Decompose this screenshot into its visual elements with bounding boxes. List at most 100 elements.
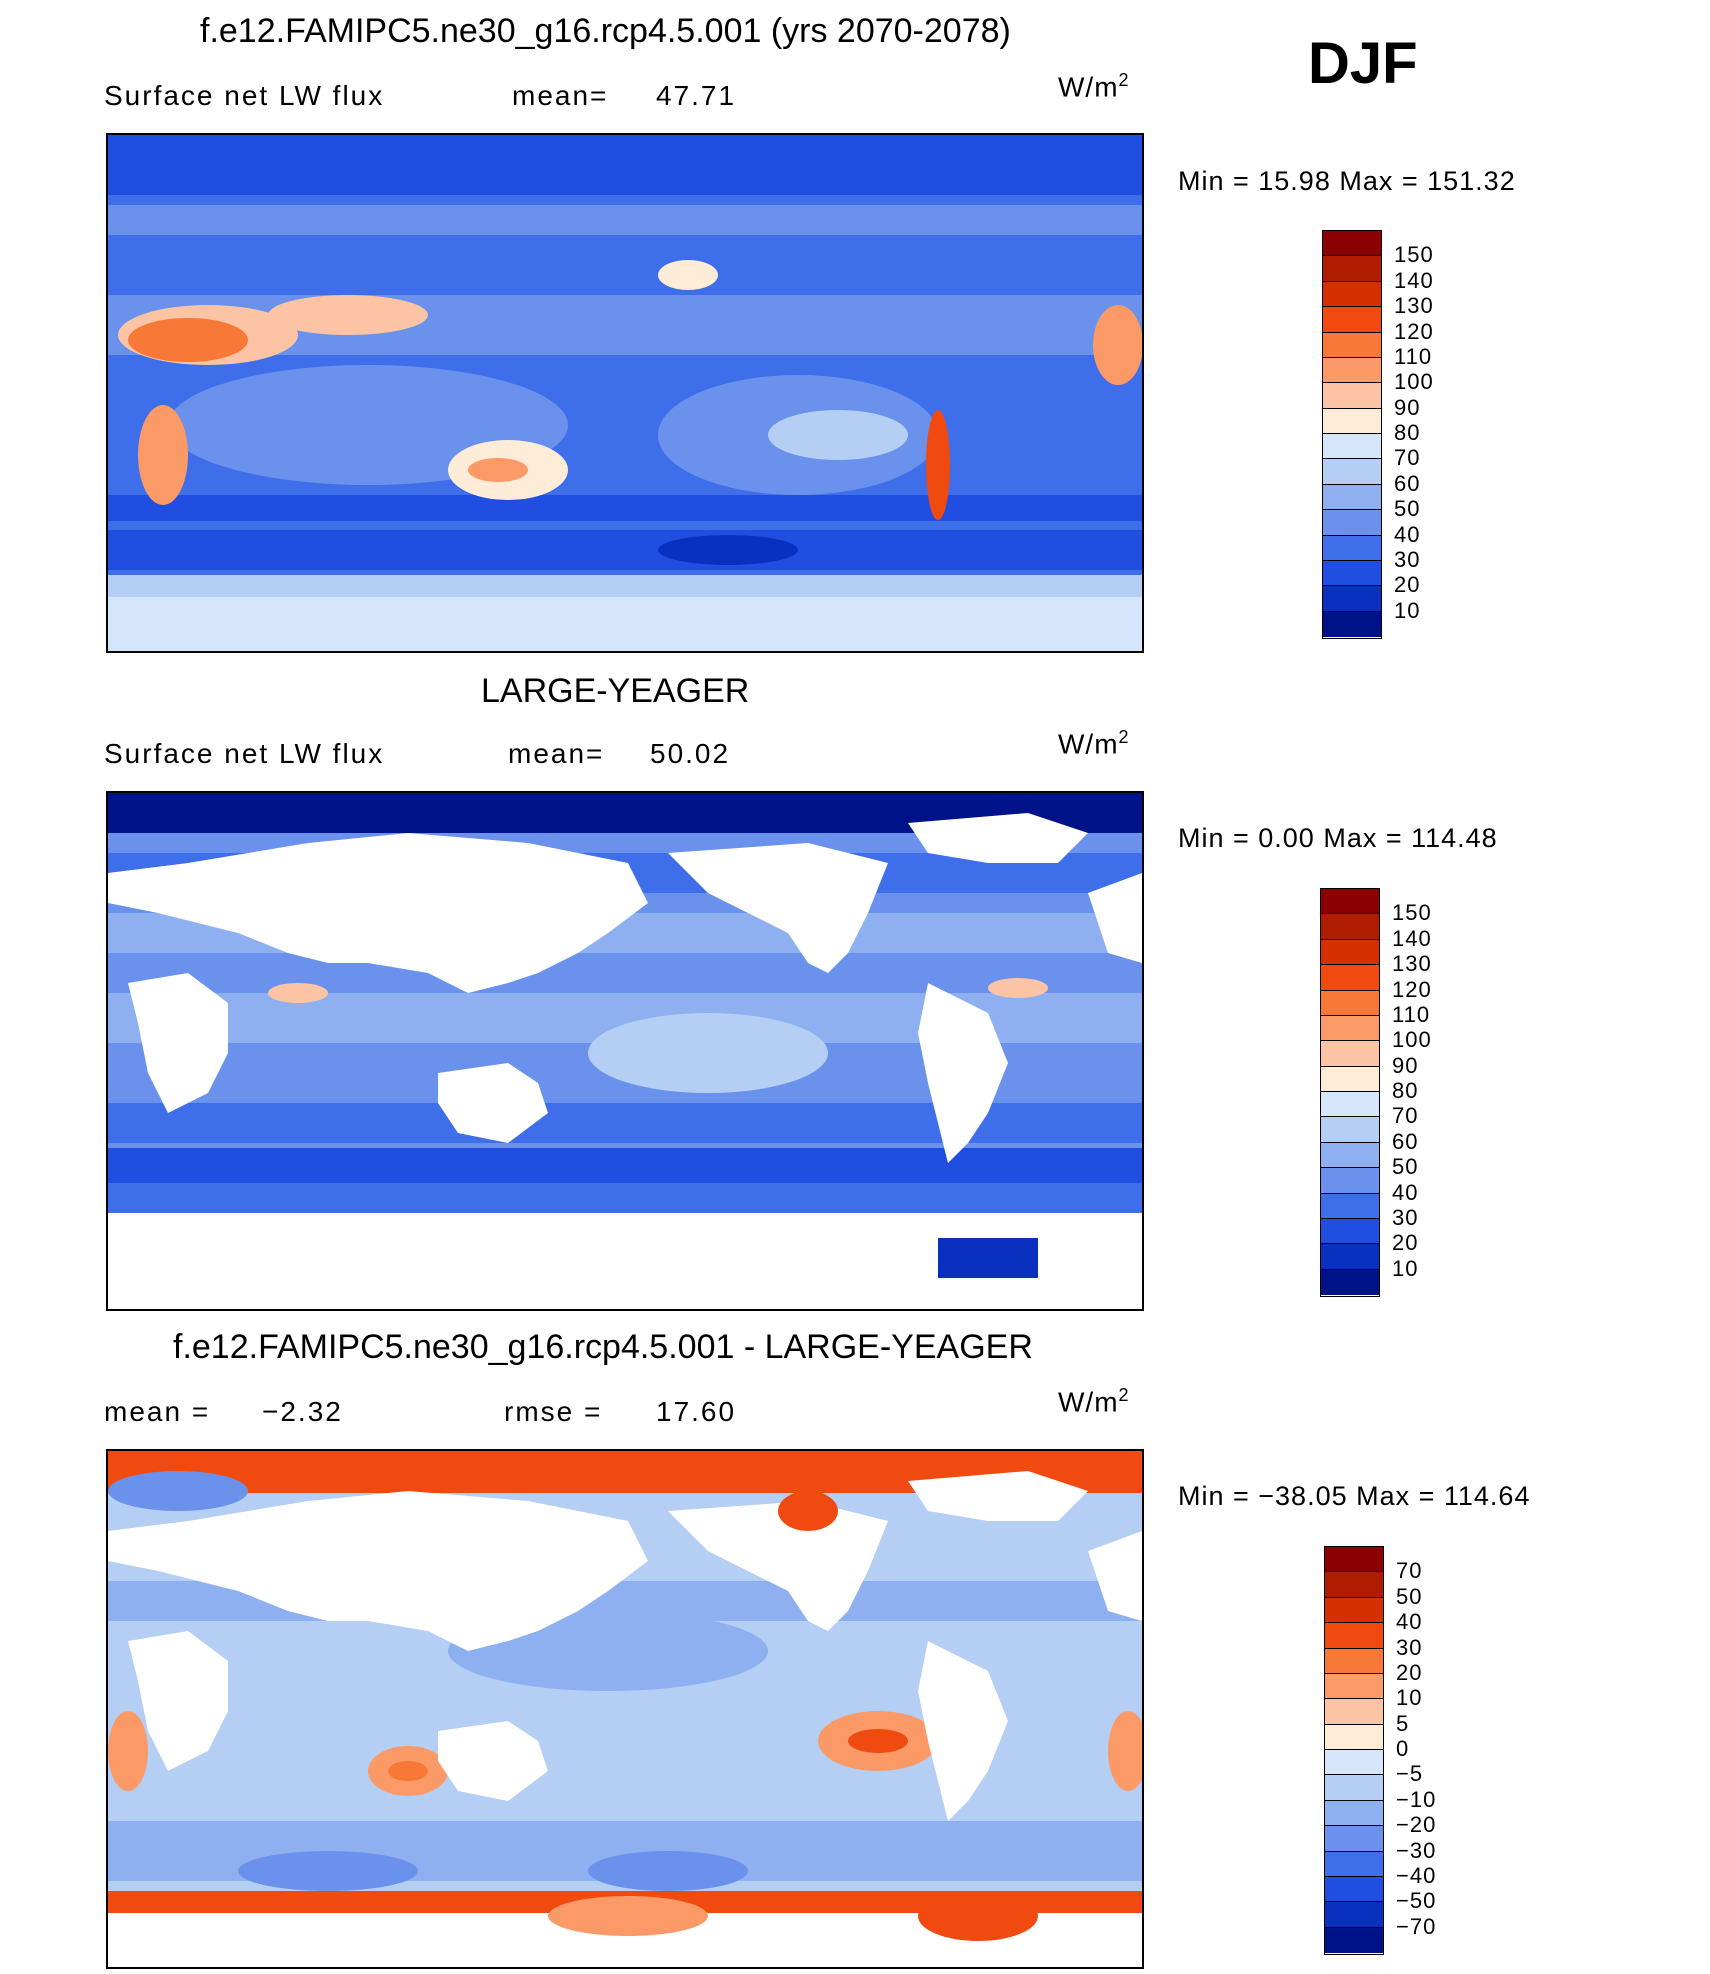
panel1-variable-label: Surface net LW flux [104,80,385,111]
colorbar-swatch [1321,939,1379,966]
panel3-mean-label: mean = [104,1396,211,1427]
colorbar-tick-label: 80 [1392,1078,1419,1103]
panel1-mean-value: 47.71 [656,80,737,111]
colorbar-swatch [1323,281,1381,308]
panel3-units: W/m2 [1058,1385,1130,1418]
colorbar-tick-label: 40 [1394,521,1421,547]
panel3-map [106,1449,1144,1969]
colorbar-swatch [1325,1623,1383,1649]
colorbar-tick-label: 30 [1396,1634,1423,1660]
panel1-map [106,133,1144,653]
colorbar-swatch [1323,535,1381,561]
panel3-minmax: Min = −38.05 Max = 114.64 [1178,1481,1531,1511]
colorbar-swatch [1321,1066,1379,1092]
panel2-mean-label: mean= [508,738,605,769]
colorbar-swatch [1325,1851,1383,1877]
colorbar-tick-label: 120 [1392,976,1432,1002]
colorbar-swatch [1325,1547,1383,1573]
colorbar-swatch [1323,586,1381,612]
colorbar-tick-label: 100 [1394,369,1434,395]
colorbar-swatch [1325,1724,1383,1750]
colorbar-tick-label: 10 [1392,1255,1419,1281]
panel1-colorbar [1322,230,1382,639]
panel1-minmax: Min = 15.98 Max = 151.32 [1178,166,1516,196]
colorbar-swatch [1323,332,1381,358]
colorbar-swatch [1323,484,1381,511]
colorbar-tick-label: 70 [1394,445,1421,471]
colorbar-tick-label: 110 [1394,343,1433,369]
panel3-rmse-label: rmse = [504,1396,603,1427]
colorbar-tick-label: 100 [1392,1027,1432,1053]
season-label: DJF [1308,31,1418,96]
panel2-mean-value: 50.02 [650,738,731,769]
colorbar-swatch [1325,1775,1383,1801]
panel3-map-field [108,1451,1142,1967]
colorbar-swatch [1321,1218,1379,1245]
colorbar-tick-label: 70 [1392,1103,1419,1129]
colorbar-swatch [1323,611,1381,637]
colorbar-swatch [1321,914,1379,940]
colorbar-swatch [1325,1572,1383,1598]
colorbar-swatch [1325,1597,1383,1624]
colorbar-swatch [1323,408,1381,434]
colorbar-swatch [1321,965,1379,991]
colorbar-tick-label: 30 [1392,1204,1419,1230]
panel2-map [106,791,1144,1311]
colorbar-tick-label: 80 [1394,420,1421,445]
colorbar-tick-label: 20 [1392,1230,1419,1256]
panel2-colorbar [1320,888,1380,1297]
colorbar-tick-label: 20 [1394,572,1421,598]
panel1-mean-label: mean= [512,80,609,111]
colorbar-swatch [1325,1876,1383,1903]
colorbar-tick-label: −50 [1396,1888,1437,1914]
panel1-units: W/m2 [1058,70,1130,103]
colorbar-swatch [1323,231,1381,257]
colorbar-swatch [1323,434,1381,460]
colorbar-swatch [1325,1927,1383,1953]
panel1-map-field [108,135,1142,651]
colorbar-tick-label: 150 [1392,900,1432,926]
colorbar-swatch [1321,1244,1379,1270]
colorbar-tick-label: 130 [1394,293,1434,319]
colorbar-tick-label: 70 [1396,1558,1423,1584]
colorbar-tick-label: 30 [1394,546,1421,572]
colorbar-tick-label: −20 [1396,1812,1437,1838]
colorbar-swatch [1323,510,1381,536]
colorbar-tick-label: 90 [1392,1052,1419,1078]
colorbar-swatch [1325,1800,1383,1827]
colorbar-swatch [1325,1699,1383,1725]
colorbar-tick-label: 140 [1392,925,1432,951]
colorbar-tick-label: 0 [1396,1736,1410,1761]
colorbar-tick-label: −70 [1396,1913,1437,1939]
colorbar-tick-label: 10 [1396,1685,1423,1711]
colorbar-tick-label: 150 [1394,242,1434,268]
panel2-units: W/m2 [1058,727,1130,760]
colorbar-swatch [1321,990,1379,1016]
panel3-mean-value: −2.32 [262,1396,343,1427]
colorbar-swatch [1325,1826,1383,1852]
colorbar-tick-label: 140 [1394,267,1434,293]
colorbar-swatch [1321,1193,1379,1219]
colorbar-swatch [1325,1902,1383,1928]
colorbar-tick-label: 10 [1394,597,1421,623]
colorbar-tick-label: 60 [1392,1128,1419,1154]
colorbar-tick-label: −10 [1396,1786,1437,1812]
panel2-map-field [108,793,1142,1309]
colorbar-tick-label: 110 [1392,1001,1431,1027]
colorbar-tick-label: 5 [1396,1710,1410,1736]
panel2-variable-label: Surface net LW flux [104,738,385,769]
colorbar-tick-label: 50 [1394,496,1421,522]
colorbar-tick-label: 50 [1392,1154,1419,1180]
colorbar-swatch [1321,1168,1379,1194]
colorbar-swatch [1321,1015,1379,1042]
colorbar-tick-label: 60 [1394,470,1421,496]
colorbar-swatch [1321,1269,1379,1295]
colorbar-swatch [1323,307,1381,333]
panel2-minmax: Min = 0.00 Max = 114.48 [1178,823,1498,853]
colorbar-tick-label: −40 [1396,1862,1437,1888]
colorbar-swatch [1325,1648,1383,1674]
panel3-rmse-value: 17.60 [656,1396,737,1427]
colorbar-swatch [1323,459,1381,485]
panel2-title: LARGE-YEAGER [481,672,750,710]
colorbar-tick-label: 40 [1392,1179,1419,1205]
